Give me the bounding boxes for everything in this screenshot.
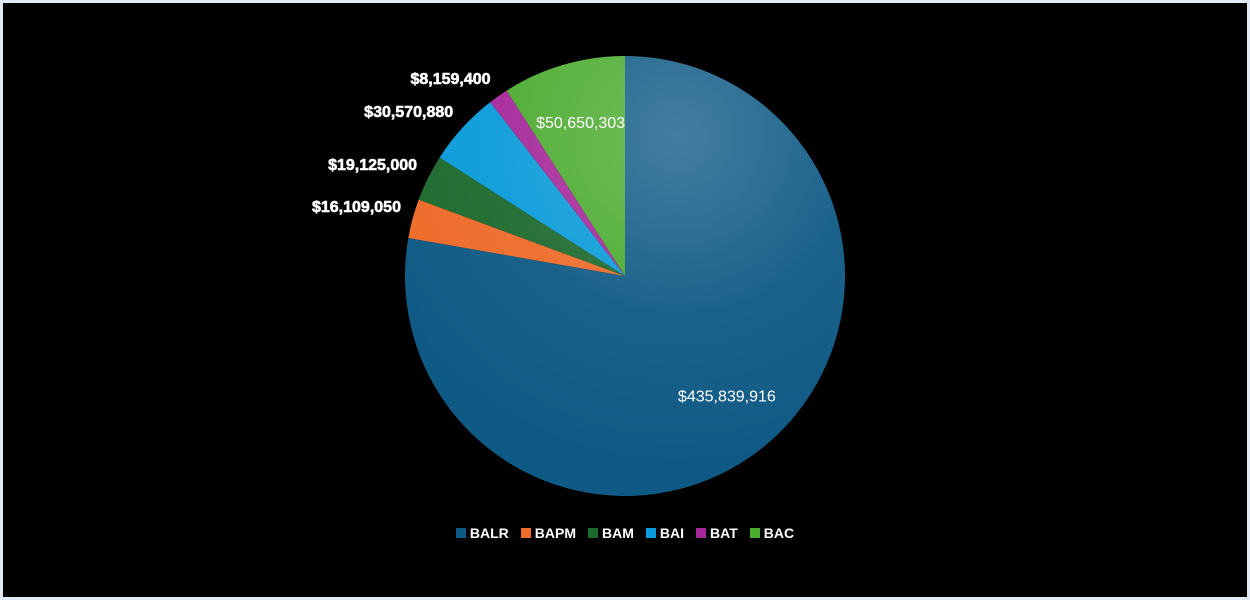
- legend-item-bat[interactable]: BAT: [696, 525, 738, 541]
- legend-item-balr[interactable]: BALR: [455, 525, 509, 541]
- legend-swatch: [696, 528, 707, 538]
- slice-label-bac: $50,650,303: [536, 115, 625, 132]
- legend: BALR BAPM BAM BAI BAT BAC: [3, 525, 1247, 541]
- slice-label-balr: $435,839,916: [678, 389, 776, 406]
- slice-label-bapm: $16,109,050: [312, 199, 401, 216]
- legend-item-bai[interactable]: BAI: [645, 525, 685, 541]
- legend-item-bac[interactable]: BAC: [749, 525, 795, 541]
- chart-frame: $435,839,916 $16,109,050 $19,125,000 $30,57…: [3, 3, 1247, 597]
- slice-label-bat: $8,159,400: [410, 71, 490, 88]
- slice-label-bai: $30,570,880: [364, 104, 453, 121]
- legend-label: BAC: [763, 525, 795, 541]
- legend-item-bapm[interactable]: BAPM: [520, 525, 577, 541]
- legend-swatch: [645, 528, 656, 538]
- slice-label-bam: $19,125,000: [328, 157, 417, 174]
- legend-item-bam[interactable]: BAM: [588, 525, 634, 541]
- legend-label: BAPM: [534, 525, 577, 541]
- legend-label: BAM: [602, 525, 634, 541]
- legend-label: BAI: [659, 525, 685, 541]
- legend-swatch: [749, 528, 760, 538]
- legend-swatch: [520, 528, 531, 538]
- pie-chart: $435,839,916 $16,109,050 $19,125,000 $30,57…: [312, 56, 845, 497]
- legend-swatch: [455, 528, 466, 538]
- legend-label: BAT: [710, 525, 738, 541]
- legend-label: BALR: [469, 525, 509, 541]
- legend-swatch: [588, 528, 599, 538]
